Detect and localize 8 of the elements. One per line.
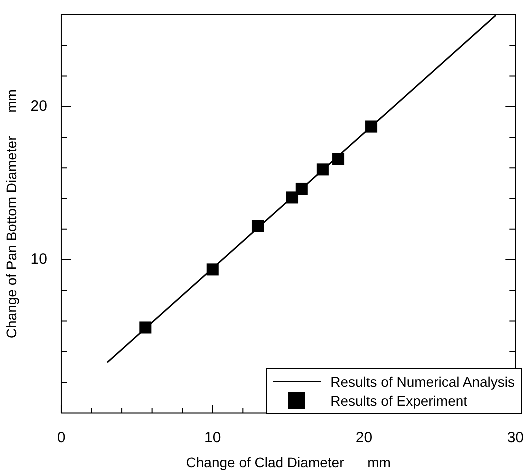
legend-label: Results of Numerical Analysis bbox=[330, 374, 515, 390]
y-axis-title: Change of Pan Bottom Diameter mm bbox=[3, 90, 20, 339]
legend-label: Results of Experiment bbox=[330, 392, 468, 408]
x-tick-label: 0 bbox=[57, 429, 66, 446]
x-tick-label: 20 bbox=[356, 429, 373, 446]
x-tick-label: 10 bbox=[204, 429, 222, 446]
x-tick-label: 30 bbox=[507, 429, 524, 446]
x-axis-title: Change of Clad Diameter mm bbox=[186, 454, 391, 470]
